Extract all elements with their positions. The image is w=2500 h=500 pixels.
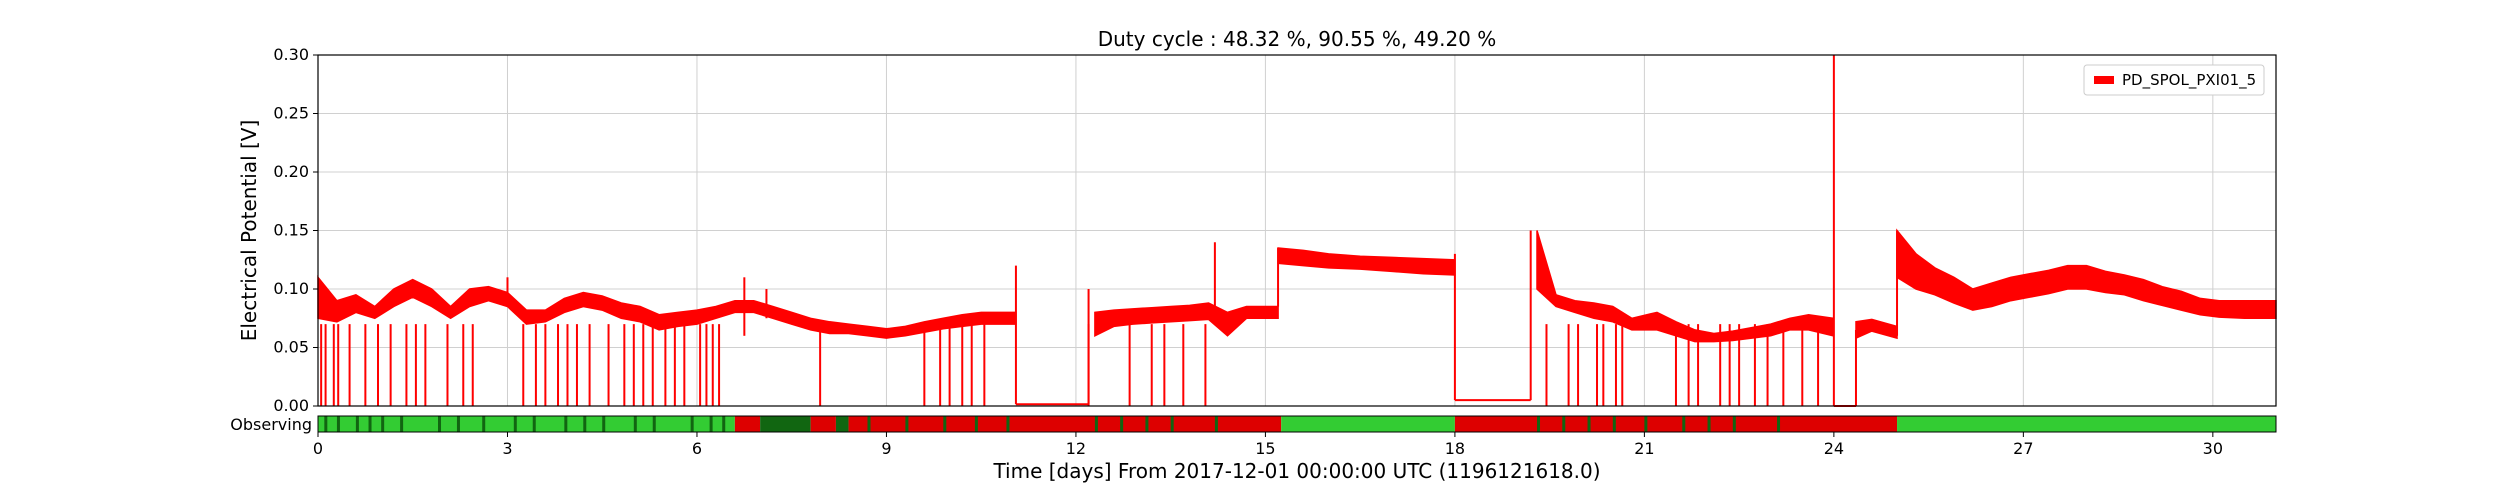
state-bar — [318, 416, 2276, 432]
state-segment-dark — [336, 416, 340, 432]
state-bar-frame — [317, 415, 2277, 433]
state-segment-dark — [1145, 416, 1149, 432]
state-segment-dark — [1682, 416, 1686, 432]
state-segment-dark — [1562, 416, 1566, 432]
state-segment-dark — [368, 416, 372, 432]
y-tick-label: 0.20 — [273, 162, 309, 181]
plot-area — [317, 55, 2277, 407]
state-segment-dark — [513, 416, 517, 432]
x-tick-label: 15 — [1255, 439, 1275, 458]
x-tick-label: 9 — [881, 439, 891, 458]
state-segment-dark — [760, 416, 811, 432]
x-tick-label: 0 — [313, 439, 323, 458]
state-segment-dark — [943, 416, 947, 432]
state-segment-dark — [482, 416, 486, 432]
state-segment-dark — [1587, 416, 1591, 432]
series-band-4 — [1536, 230, 1834, 343]
state-segment-dark — [690, 416, 694, 432]
chart-title: Duty cycle : 48.32 %, 90.55 %, 49.20 % — [1098, 27, 1497, 51]
x-tick-label: 18 — [1445, 439, 1465, 458]
state-segment-dark — [1120, 416, 1124, 432]
state-segment-dark — [905, 416, 909, 432]
state-segment-dark — [564, 416, 568, 432]
y-tick-label: 0.10 — [273, 279, 309, 298]
x-tick-label: 30 — [2203, 439, 2223, 458]
state-segment-dark — [1777, 416, 1781, 432]
grid-lines — [317, 54, 2276, 407]
state-segment-not-observing — [1454, 416, 1898, 432]
state-segment-dark — [974, 416, 978, 432]
state-segment-dark — [722, 416, 726, 432]
state-bar-label: Observing — [230, 415, 312, 434]
state-segment-dark — [381, 416, 385, 432]
state-segment-observing — [1281, 416, 1455, 432]
x-axis-label: Time [days] From 2017-12-01 00:00:00 UTC… — [992, 459, 1600, 483]
state-segment-dark — [438, 416, 442, 432]
series-band-2 — [1094, 302, 1279, 338]
state-segment-dark — [835, 416, 849, 432]
state-segment-dark — [1214, 416, 1218, 432]
state-segment-dark — [709, 416, 713, 432]
series-band-1 — [317, 275, 1017, 339]
state-segment-dark — [1732, 416, 1736, 432]
state-segment-observing — [318, 416, 735, 432]
y-tick-label: 0.30 — [273, 45, 309, 64]
state-segment-dark — [355, 416, 359, 432]
legend-box — [2083, 64, 2265, 96]
tick-labels: 0 3 6 9 12 15 18 21 24 27 30 0.00 0.05 0.10 0.15 0.20 0.… — [273, 45, 2223, 458]
plot-frame — [317, 54, 2277, 407]
y-axis-label: Electrical Potential [V] — [237, 120, 261, 342]
state-segment-dark — [1644, 416, 1648, 432]
legend-entry-label: PD_SPOL_PXI01_5 — [2122, 71, 2256, 90]
legend[interactable]: PD_SPOL_PXI01_5 — [2083, 64, 2265, 96]
axes — [313, 54, 2277, 437]
state-segment-dark — [1170, 416, 1174, 432]
state-segment-not-observing — [810, 416, 836, 432]
x-tick-label: 6 — [692, 439, 702, 458]
state-segment-dark — [867, 416, 871, 432]
state-segment-dark — [652, 416, 656, 432]
state-segment-dark — [1006, 416, 1010, 432]
y-tick-label: 0.05 — [273, 338, 309, 357]
x-tick-label: 21 — [1634, 439, 1654, 458]
y-tick-label: 0.15 — [273, 221, 309, 240]
state-segment-dark — [532, 416, 536, 432]
state-segment-dark — [602, 416, 606, 432]
x-tick-label: 24 — [1824, 439, 1844, 458]
x-tick-label: 12 — [1066, 439, 1086, 458]
series-band-3 — [1277, 247, 1456, 276]
x-tick-label: 3 — [502, 439, 512, 458]
series-band-5 — [1896, 228, 2277, 320]
state-segment-dark — [456, 416, 460, 432]
state-segment-dark — [324, 416, 328, 432]
state-segment-dark — [1612, 416, 1616, 432]
state-segment-observing — [1897, 416, 2276, 432]
state-segment-dark — [633, 416, 637, 432]
state-segment-dark — [583, 416, 587, 432]
state-segment-dark — [1537, 416, 1541, 432]
state-segment-dark — [1707, 416, 1711, 432]
state-segment-not-observing — [734, 416, 761, 432]
x-tick-label: 27 — [2013, 439, 2033, 458]
series-band-gap — [1855, 318, 1898, 340]
legend-swatch-pd-spol-pxi01-5 — [2094, 76, 2114, 84]
state-segment-dark — [1094, 416, 1098, 432]
state-segment-dark — [400, 416, 404, 432]
y-tick-label: 0.00 — [273, 396, 309, 415]
y-tick-label: 0.25 — [273, 104, 309, 123]
